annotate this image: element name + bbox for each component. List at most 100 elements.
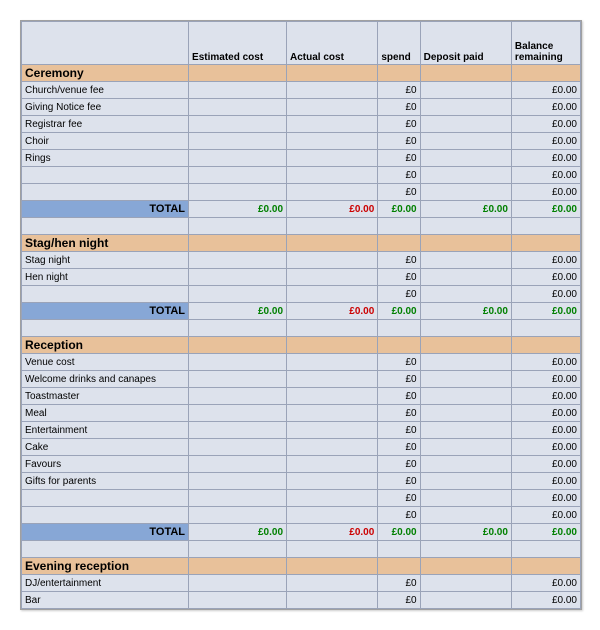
col-spend: spend xyxy=(378,22,420,65)
section-name: Reception xyxy=(22,337,189,354)
spend-cell: £0 xyxy=(378,422,420,439)
dep-cell xyxy=(420,439,511,456)
total-label: TOTAL xyxy=(22,524,189,541)
item-row: Cake£0£0.00 xyxy=(22,439,581,456)
spacer-cell xyxy=(420,541,511,558)
item-row: Church/venue fee£0£0.00 xyxy=(22,82,581,99)
act-cell xyxy=(287,422,378,439)
item-row: Stag night£0£0.00 xyxy=(22,252,581,269)
section-cell xyxy=(378,235,420,252)
spend-cell: £0 xyxy=(378,592,420,609)
bal-cell: £0.00 xyxy=(511,439,580,456)
spacer-cell xyxy=(287,320,378,337)
blank-row: £0£0.00 xyxy=(22,490,581,507)
item-name xyxy=(22,490,189,507)
act-cell xyxy=(287,473,378,490)
section-name: Stag/hen night xyxy=(22,235,189,252)
item-name: Stag night xyxy=(22,252,189,269)
blank-row: £0 £0.00 xyxy=(22,507,581,524)
bal-cell: £0.00 xyxy=(511,133,580,150)
dep-cell xyxy=(420,388,511,405)
dep-cell xyxy=(420,116,511,133)
spend-cell: £0 xyxy=(378,575,420,592)
spend-cell: £0 xyxy=(378,507,420,524)
item-name: Toastmaster xyxy=(22,388,189,405)
blank-row: £0£0.00 xyxy=(22,167,581,184)
total-act: £0.00 xyxy=(287,524,378,541)
est-cell xyxy=(189,456,287,473)
spacer-cell xyxy=(511,320,580,337)
bal-cell: £0.00 xyxy=(511,490,580,507)
spacer-cell xyxy=(287,541,378,558)
section-cell xyxy=(189,558,287,575)
spend-cell: £0 xyxy=(378,252,420,269)
col-bal: Balance remaining xyxy=(511,22,580,65)
total-bal: £0.00 xyxy=(511,201,580,218)
dep-cell xyxy=(420,133,511,150)
section-name: Evening reception xyxy=(22,558,189,575)
item-name: Cake xyxy=(22,439,189,456)
spacer-cell xyxy=(189,541,287,558)
total-dep: £0.00 xyxy=(420,303,511,320)
item-name: Meal xyxy=(22,405,189,422)
dep-cell xyxy=(420,405,511,422)
item-row: Registrar fee£0£0.00 xyxy=(22,116,581,133)
item-row: Toastmaster£0£0.00 xyxy=(22,388,581,405)
est-cell xyxy=(189,354,287,371)
total-dep: £0.00 xyxy=(420,524,511,541)
dep-cell xyxy=(420,167,511,184)
blank-row: £0£0.00 xyxy=(22,184,581,201)
est-cell xyxy=(189,99,287,116)
est-cell xyxy=(189,405,287,422)
dep-cell xyxy=(420,269,511,286)
spacer-row xyxy=(22,320,581,337)
spend-cell: £0 xyxy=(378,184,420,201)
spacer-cell xyxy=(287,218,378,235)
bal-cell: £0.00 xyxy=(511,456,580,473)
bal-cell: £0.00 xyxy=(511,82,580,99)
item-row: Meal£0£0.00 xyxy=(22,405,581,422)
spend-cell: £0 xyxy=(378,286,420,303)
est-cell xyxy=(189,82,287,99)
section-header: Ceremony xyxy=(22,65,581,82)
item-name xyxy=(22,167,189,184)
bal-cell: £0.00 xyxy=(511,286,580,303)
item-row: Choir£0£0.00 xyxy=(22,133,581,150)
est-cell xyxy=(189,269,287,286)
item-name xyxy=(22,184,189,201)
section-cell xyxy=(287,337,378,354)
dep-cell xyxy=(420,99,511,116)
section-cell xyxy=(420,558,511,575)
section-cell xyxy=(420,235,511,252)
budget-spreadsheet: Estimated cost Actual cost spend Deposit… xyxy=(20,20,582,610)
item-row: Favours£0£0.00 xyxy=(22,456,581,473)
spacer-cell xyxy=(378,320,420,337)
bal-cell: £0.00 xyxy=(511,116,580,133)
act-cell xyxy=(287,99,378,116)
section-cell xyxy=(287,558,378,575)
section-header: Stag/hen night xyxy=(22,235,581,252)
spend-cell: £0 xyxy=(378,116,420,133)
section-cell xyxy=(287,65,378,82)
total-act: £0.00 xyxy=(287,201,378,218)
act-cell xyxy=(287,354,378,371)
bal-cell: £0.00 xyxy=(511,592,580,609)
est-cell xyxy=(189,133,287,150)
act-cell xyxy=(287,507,378,524)
section-cell xyxy=(511,337,580,354)
dep-cell xyxy=(420,371,511,388)
bal-cell: £0.00 xyxy=(511,507,580,524)
spacer-cell xyxy=(511,218,580,235)
bal-cell: £0.00 xyxy=(511,167,580,184)
est-cell xyxy=(189,252,287,269)
header-row: Estimated cost Actual cost spend Deposit… xyxy=(22,22,581,65)
item-row: Entertainment£0£0.00 xyxy=(22,422,581,439)
total-label: TOTAL xyxy=(22,201,189,218)
dep-cell xyxy=(420,592,511,609)
section-cell xyxy=(420,337,511,354)
total-spend: £0.00 xyxy=(378,303,420,320)
section-cell xyxy=(378,558,420,575)
act-cell xyxy=(287,592,378,609)
bal-cell: £0.00 xyxy=(511,371,580,388)
item-name: Giving Notice fee xyxy=(22,99,189,116)
